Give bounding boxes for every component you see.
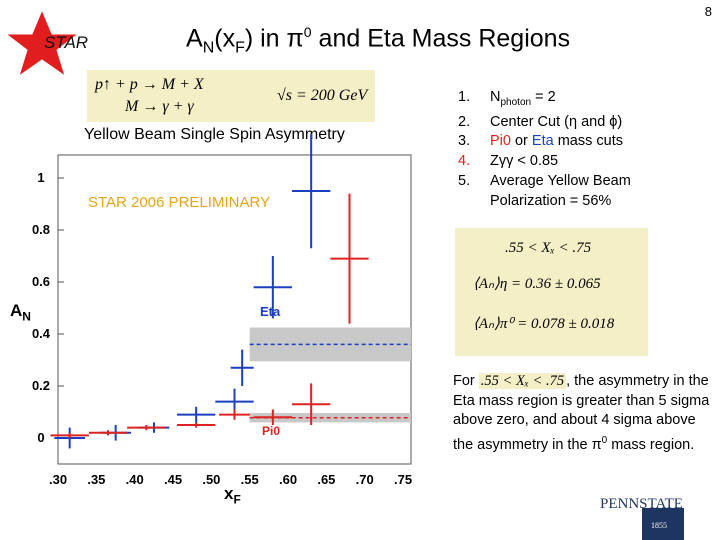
y-tick-label: 0.6 (31, 274, 51, 289)
x-tick-label: .50 (202, 472, 221, 487)
formula-sqrt-s: √s = 200 GeV (277, 87, 368, 104)
x-axis-label: xF (224, 484, 241, 507)
pi0-point (127, 425, 166, 431)
results-box: .55 < Xₓ < .75 ⟨Aₙ⟩η = 0.36 ± 0.065 ⟨Aₙ⟩… (455, 228, 648, 356)
y-axis-label: AN (10, 301, 31, 324)
eta-point (253, 256, 292, 319)
cut-item: 4. Zγγ < 0.85 (458, 153, 559, 170)
page-title: AN(xF) in π0 and Eta Mass Regions (186, 24, 571, 57)
slide-number: 8 (704, 4, 712, 19)
pi0-point (219, 409, 250, 420)
result-range: .55 < Xₓ < .75 (505, 240, 592, 256)
chart-title: Yellow Beam Single Spin Asymmetry (84, 126, 345, 143)
pi0-point (292, 383, 331, 425)
y-tick-label: 1 (37, 170, 45, 185)
star-logo-text: STAR (44, 33, 88, 52)
x-tick-label: .40 (125, 472, 144, 487)
pi0-point (253, 409, 292, 425)
star-logo: STAR (8, 8, 88, 78)
x-tick-label: .75 (394, 472, 413, 487)
cut-list: 1. Nphoton = 2 2. Center Cut (η and ϕ) 3. … (458, 88, 660, 212)
preliminary-label: STAR 2006 PRELIMINARY (88, 194, 271, 211)
formula-line-2: M → γ + γ (125, 98, 194, 115)
y-tick-label: 0.8 (31, 222, 51, 237)
x-tick-label: .55 (240, 472, 259, 487)
pi0-point (177, 422, 216, 428)
conclusion-text: For .55 < Xₓ < .75, the asymmetry in the… (453, 373, 710, 453)
pi0-band-label: Pi0 (262, 424, 281, 438)
x-tick-label: .30 (49, 472, 68, 487)
result-eta: ⟨Aₙ⟩η = 0.36 ± 0.065 (473, 276, 601, 292)
cut-item: 5. Average Yellow Beam Polarization = 56% (458, 173, 631, 209)
pi0-point (330, 193, 369, 324)
reaction-formula-box: p↑ + p → M + X M → γ + γ √s = 200 GeV (87, 70, 375, 122)
x-tick-label: .70 (355, 472, 374, 487)
eta-band-label: Eta (260, 304, 281, 319)
eta-point (177, 406, 216, 423)
pi0-point (50, 432, 89, 438)
y-tick-label: 0.4 (31, 326, 51, 341)
pennstate-logo-text: PENNSTATE (600, 496, 683, 512)
pennstate-logo: PENNSTATE 1855 (600, 496, 684, 540)
cut-item: 1. Nphoton = 2 (458, 89, 556, 108)
cut-item: 3. Pi0 or Eta mass cuts (458, 133, 623, 150)
eta-point (230, 349, 254, 386)
x-tick-label: .65 (317, 472, 336, 487)
result-pi0: ⟨Aₙ⟩π⁰ = 0.078 ± 0.018 (473, 316, 615, 332)
y-tick-label: 0.2 (31, 378, 51, 393)
formula-line-1: p↑ + p → M + X (95, 76, 204, 93)
pennstate-logo-year: 1855 (651, 521, 667, 530)
cut-item: 2. Center Cut (η and ϕ) (458, 113, 623, 130)
x-tick-label: .60 (279, 472, 298, 487)
x-tick-label: .45 (164, 472, 183, 487)
y-tick-label: 0 (37, 430, 45, 445)
x-tick-label: .35 (87, 472, 106, 487)
plot-frame (57, 154, 412, 465)
pi0-point (88, 430, 128, 436)
eta-point (292, 133, 331, 249)
